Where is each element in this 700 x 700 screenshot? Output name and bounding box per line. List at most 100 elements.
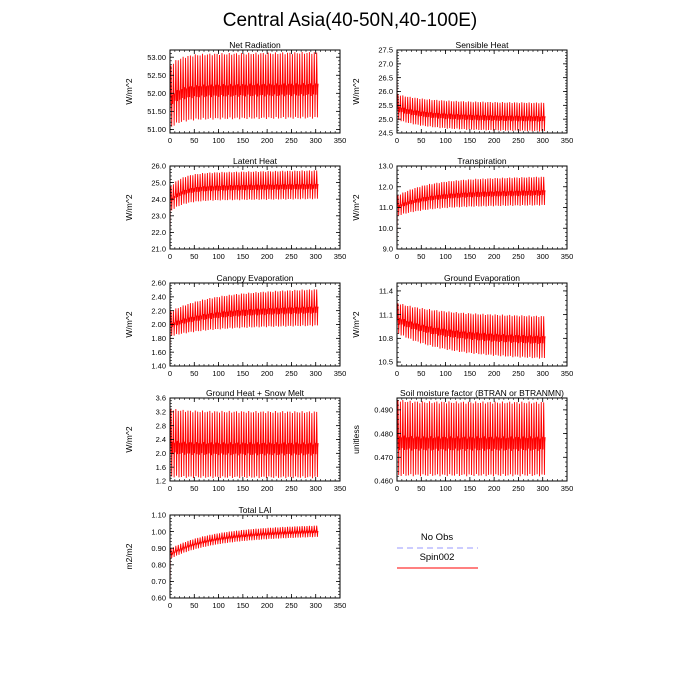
x-tick-label: 250 — [512, 252, 525, 261]
x-tick-label: 300 — [309, 601, 322, 610]
y-tick-label: 2.20 — [151, 306, 166, 315]
series-line — [397, 289, 546, 359]
x-tick-label: 0 — [168, 601, 172, 610]
plot-frame — [396, 397, 568, 482]
x-tick-label: 0 — [395, 252, 399, 261]
y-tick-label: 3.2 — [156, 408, 166, 417]
y-tick-label: 22.0 — [151, 228, 166, 237]
y-axis-label: W/m^2 — [124, 78, 134, 104]
y-tick-label: 25.5 — [378, 101, 393, 110]
plot-frame — [169, 514, 341, 599]
panel-title: Latent Heat — [233, 156, 278, 166]
y-tick-label: 1.2 — [156, 477, 166, 486]
x-tick-label: 350 — [561, 484, 574, 493]
chart-panel: Canopy Evaporation W/m^2 0 50 100 150 200 250 30… — [124, 273, 346, 378]
x-tick-label: 0 — [395, 369, 399, 378]
y-tick-label: 0.470 — [374, 453, 393, 462]
y-tick-label: 1.00 — [151, 527, 166, 536]
y-axis-label: unitless — [351, 425, 361, 454]
x-tick-label: 100 — [212, 484, 225, 493]
x-tick-label: 300 — [536, 136, 549, 145]
series-line — [397, 399, 546, 477]
plot-frame — [169, 49, 341, 134]
chart-panel: Net Radiation W/m^2 0 50 100 150 200 250 300 350 5… — [124, 40, 346, 145]
x-tick-label: 350 — [334, 136, 347, 145]
chart-panel: Ground Evaporation W/m^2 0 50 100 150 200 250 30… — [351, 273, 573, 378]
y-tick-label: 2.60 — [151, 279, 166, 288]
x-tick-label: 150 — [237, 369, 250, 378]
x-tick-label: 150 — [464, 369, 477, 378]
x-tick-label: 300 — [309, 136, 322, 145]
chart-panel: Sensible Heat W/m^2 0 50 100 150 200 250 300 350 2… — [351, 40, 573, 145]
y-axis-label: W/m^2 — [351, 311, 361, 337]
y-tick-label: 2.0 — [156, 449, 166, 458]
y-tick-label: 26.0 — [151, 162, 166, 171]
x-tick-label: 350 — [561, 252, 574, 261]
x-tick-label: 0 — [395, 484, 399, 493]
legend-label: Spin002 — [420, 552, 455, 563]
y-tick-label: 1.10 — [151, 511, 166, 520]
x-tick-label: 300 — [309, 369, 322, 378]
x-tick-label: 150 — [464, 252, 477, 261]
series-line — [170, 525, 319, 595]
panel-title: Ground Evaporation — [444, 273, 520, 283]
x-tick-label: 350 — [334, 369, 347, 378]
y-axis-label: W/m^2 — [351, 194, 361, 220]
x-tick-label: 50 — [417, 369, 425, 378]
x-tick-label: 300 — [309, 484, 322, 493]
y-tick-label: 11.0 — [379, 203, 393, 212]
x-tick-label: 200 — [261, 484, 274, 493]
y-tick-label: 10.8 — [378, 334, 393, 343]
x-tick-label: 350 — [561, 136, 574, 145]
y-tick-label: 26.0 — [378, 87, 393, 96]
x-tick-label: 250 — [285, 252, 298, 261]
panel-title: Sensible Heat — [456, 40, 510, 50]
x-tick-label: 300 — [536, 484, 549, 493]
x-tick-label: 50 — [190, 369, 198, 378]
x-tick-label: 100 — [439, 484, 452, 493]
x-tick-label: 50 — [190, 136, 198, 145]
y-tick-label: 0.90 — [151, 544, 166, 553]
x-tick-label: 100 — [212, 252, 225, 261]
series-line — [397, 176, 546, 243]
panels: Net Radiation W/m^2 0 50 100 150 200 250 300 350 5… — [124, 40, 573, 610]
y-tick-label: 11.1 — [379, 310, 393, 319]
y-tick-label: 2.8 — [156, 421, 166, 430]
panel-title: Transpiration — [457, 156, 507, 166]
x-tick-label: 250 — [285, 601, 298, 610]
x-tick-label: 100 — [212, 601, 225, 610]
y-tick-label: 0.60 — [151, 594, 166, 603]
panel-title: Total LAI — [238, 505, 271, 515]
y-axis-label: W/m^2 — [124, 311, 134, 337]
x-tick-label: 150 — [237, 136, 250, 145]
y-tick-label: 21.0 — [151, 245, 166, 254]
series-line — [170, 289, 319, 356]
y-tick-label: 0.80 — [151, 561, 166, 570]
y-tick-label: 51.00 — [147, 125, 166, 134]
x-tick-label: 150 — [464, 136, 477, 145]
panel-title: Soil moisture factor (BTRAN or BTRANMN) — [400, 388, 564, 398]
x-tick-label: 150 — [237, 601, 250, 610]
y-tick-label: 1.60 — [151, 348, 166, 357]
y-axis-label: W/m^2 — [351, 78, 361, 104]
panel-title: Net Radiation — [229, 40, 281, 50]
legend-label: No Obs — [421, 532, 453, 543]
x-tick-label: 0 — [168, 369, 172, 378]
page-title: Central Asia(40-50N,40-100E) — [222, 10, 478, 31]
y-axis-label: m2/m2 — [124, 543, 134, 569]
y-tick-label: 23.0 — [151, 212, 166, 221]
x-tick-label: 0 — [168, 136, 172, 145]
y-tick-label: 27.0 — [378, 60, 393, 69]
y-axis-label: W/m^2 — [124, 194, 134, 220]
x-tick-label: 50 — [190, 252, 198, 261]
y-tick-label: 0.480 — [374, 429, 393, 438]
x-tick-label: 200 — [488, 484, 501, 493]
x-tick-label: 50 — [190, 601, 198, 610]
x-tick-label: 200 — [488, 136, 501, 145]
y-tick-label: 1.6 — [156, 463, 166, 472]
y-tick-label: 26.5 — [378, 73, 393, 82]
y-tick-label: 0.490 — [374, 406, 393, 415]
panel-title: Canopy Evaporation — [216, 273, 293, 283]
x-tick-label: 150 — [237, 484, 250, 493]
x-tick-label: 50 — [417, 136, 425, 145]
